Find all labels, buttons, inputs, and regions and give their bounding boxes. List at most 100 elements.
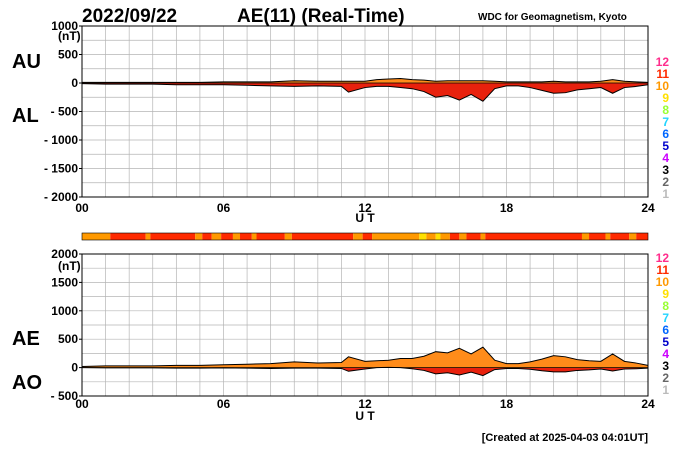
legend-level-10: 10 xyxy=(656,79,670,93)
status-segment xyxy=(256,233,285,240)
date-label: 2022/09/22 xyxy=(82,6,177,27)
y-tick-label: 0 xyxy=(71,76,78,90)
series-line-au xyxy=(82,77,649,83)
legend-level-7: 7 xyxy=(662,115,669,129)
y-unit-label: (nT) xyxy=(58,259,81,273)
status-segment xyxy=(449,233,460,240)
legend-level-5: 5 xyxy=(662,335,669,349)
status-segment xyxy=(362,233,373,240)
y-tick-label: - 2000 xyxy=(44,190,78,204)
status-segment xyxy=(82,233,111,240)
legend-level-9: 9 xyxy=(662,91,669,105)
x-tick-label: 00 xyxy=(75,201,89,215)
legend-level-4: 4 xyxy=(662,347,669,361)
legend-level-11: 11 xyxy=(656,67,669,81)
x-axis-label: U T xyxy=(355,211,375,225)
series-line-ae xyxy=(81,346,649,367)
legend-level-6: 6 xyxy=(662,127,669,141)
status-segment xyxy=(466,233,481,240)
legend-level-12: 12 xyxy=(656,251,670,265)
status-segment xyxy=(581,233,590,240)
y-unit-label: (nT) xyxy=(58,29,81,43)
status-segment xyxy=(589,233,606,240)
y-tick-label: - 1500 xyxy=(44,162,78,176)
x-tick-label: 18 xyxy=(500,397,514,411)
series-label-au: AU xyxy=(12,51,41,73)
status-segment xyxy=(485,233,582,240)
activity-status-bar xyxy=(81,232,649,241)
series-label-al: AL xyxy=(12,105,39,127)
legend-level-1: 1 xyxy=(662,383,669,397)
status-segment xyxy=(284,233,292,240)
x-tick-label: 12 xyxy=(358,397,372,411)
au-al-panel: 1000 500 0 - 500 - 1000 - 1500 - 2000 (nT) 00 06 1… xyxy=(12,19,655,225)
y-tick-label: - 1000 xyxy=(44,133,78,147)
status-segment xyxy=(145,233,151,240)
status-segment xyxy=(211,233,222,240)
y-tick-label: 0 xyxy=(71,361,78,375)
y-tick-label: - 500 xyxy=(51,389,79,403)
x-tick-label: 06 xyxy=(217,201,231,215)
status-segment xyxy=(605,233,611,240)
x-tick-label: 06 xyxy=(217,397,231,411)
ae-ao-panel: 2000 1500 1000 500 0 - 500 (nT) 00 06 12 18 24 U T AE… xyxy=(12,247,655,423)
grid xyxy=(81,253,649,397)
x-tick-label: 18 xyxy=(500,201,514,215)
status-segment xyxy=(353,233,363,240)
status-segment xyxy=(195,233,203,240)
status-segment xyxy=(629,233,637,240)
status-segment xyxy=(150,233,196,240)
status-segment xyxy=(459,233,467,240)
x-tick-label: 12 xyxy=(358,201,372,215)
x-tick-label: 24 xyxy=(641,201,655,215)
status-segment xyxy=(435,233,441,240)
legend-level-3: 3 xyxy=(662,163,669,177)
y-tick-label: 1500 xyxy=(51,275,78,289)
legend-level-12: 12 xyxy=(656,55,670,69)
legend-level-3: 3 xyxy=(662,359,669,373)
legend-level-11: 11 xyxy=(656,263,669,277)
status-segment xyxy=(426,233,436,240)
legend-level-5: 5 xyxy=(662,139,669,153)
status-segment xyxy=(610,233,630,240)
y-tick-label: - 500 xyxy=(51,105,79,119)
status-segment xyxy=(202,233,212,240)
legend-level-1: 1 xyxy=(662,187,669,201)
legend-level-2: 2 xyxy=(662,371,669,385)
legend-level-2: 2 xyxy=(662,175,669,189)
status-segment xyxy=(372,233,420,240)
plot-frame xyxy=(81,253,649,397)
status-segment xyxy=(221,233,233,240)
grid xyxy=(81,25,649,198)
status-segment xyxy=(636,233,648,240)
legend-level-6: 6 xyxy=(662,323,669,337)
legend-level-4: 4 xyxy=(662,151,669,165)
source-label: WDC for Geomagnetism, Kyoto xyxy=(478,12,627,23)
legend-level-9: 9 xyxy=(662,287,669,301)
series-label-ae: AE xyxy=(12,328,40,350)
status-segment xyxy=(110,233,146,240)
created-label: [Created at 2025-04-03 04:01UT] xyxy=(482,432,649,444)
series-label-ao: AO xyxy=(12,372,42,394)
x-tick-label: 24 xyxy=(641,397,655,411)
status-segment xyxy=(240,233,252,240)
y-tick-label: 1000 xyxy=(51,19,78,33)
y-tick-label: 500 xyxy=(58,48,78,62)
status-segment xyxy=(291,233,354,240)
status-segment xyxy=(419,233,427,240)
x-tick-label: 00 xyxy=(75,397,89,411)
chart-title: AE(11) (Real-Time) xyxy=(237,6,405,27)
series-line-al xyxy=(81,83,649,102)
y-tick-label: 2000 xyxy=(51,247,78,261)
legend-level-8: 8 xyxy=(662,103,669,117)
series-area-ae xyxy=(82,347,648,368)
y-tick-label: 1000 xyxy=(51,304,78,318)
series-area-al xyxy=(82,83,648,102)
legend-level-8: 8 xyxy=(662,299,669,313)
status-segment xyxy=(440,233,450,240)
y-tick-label: 500 xyxy=(58,332,78,346)
x-axis-label: U T xyxy=(355,409,375,423)
